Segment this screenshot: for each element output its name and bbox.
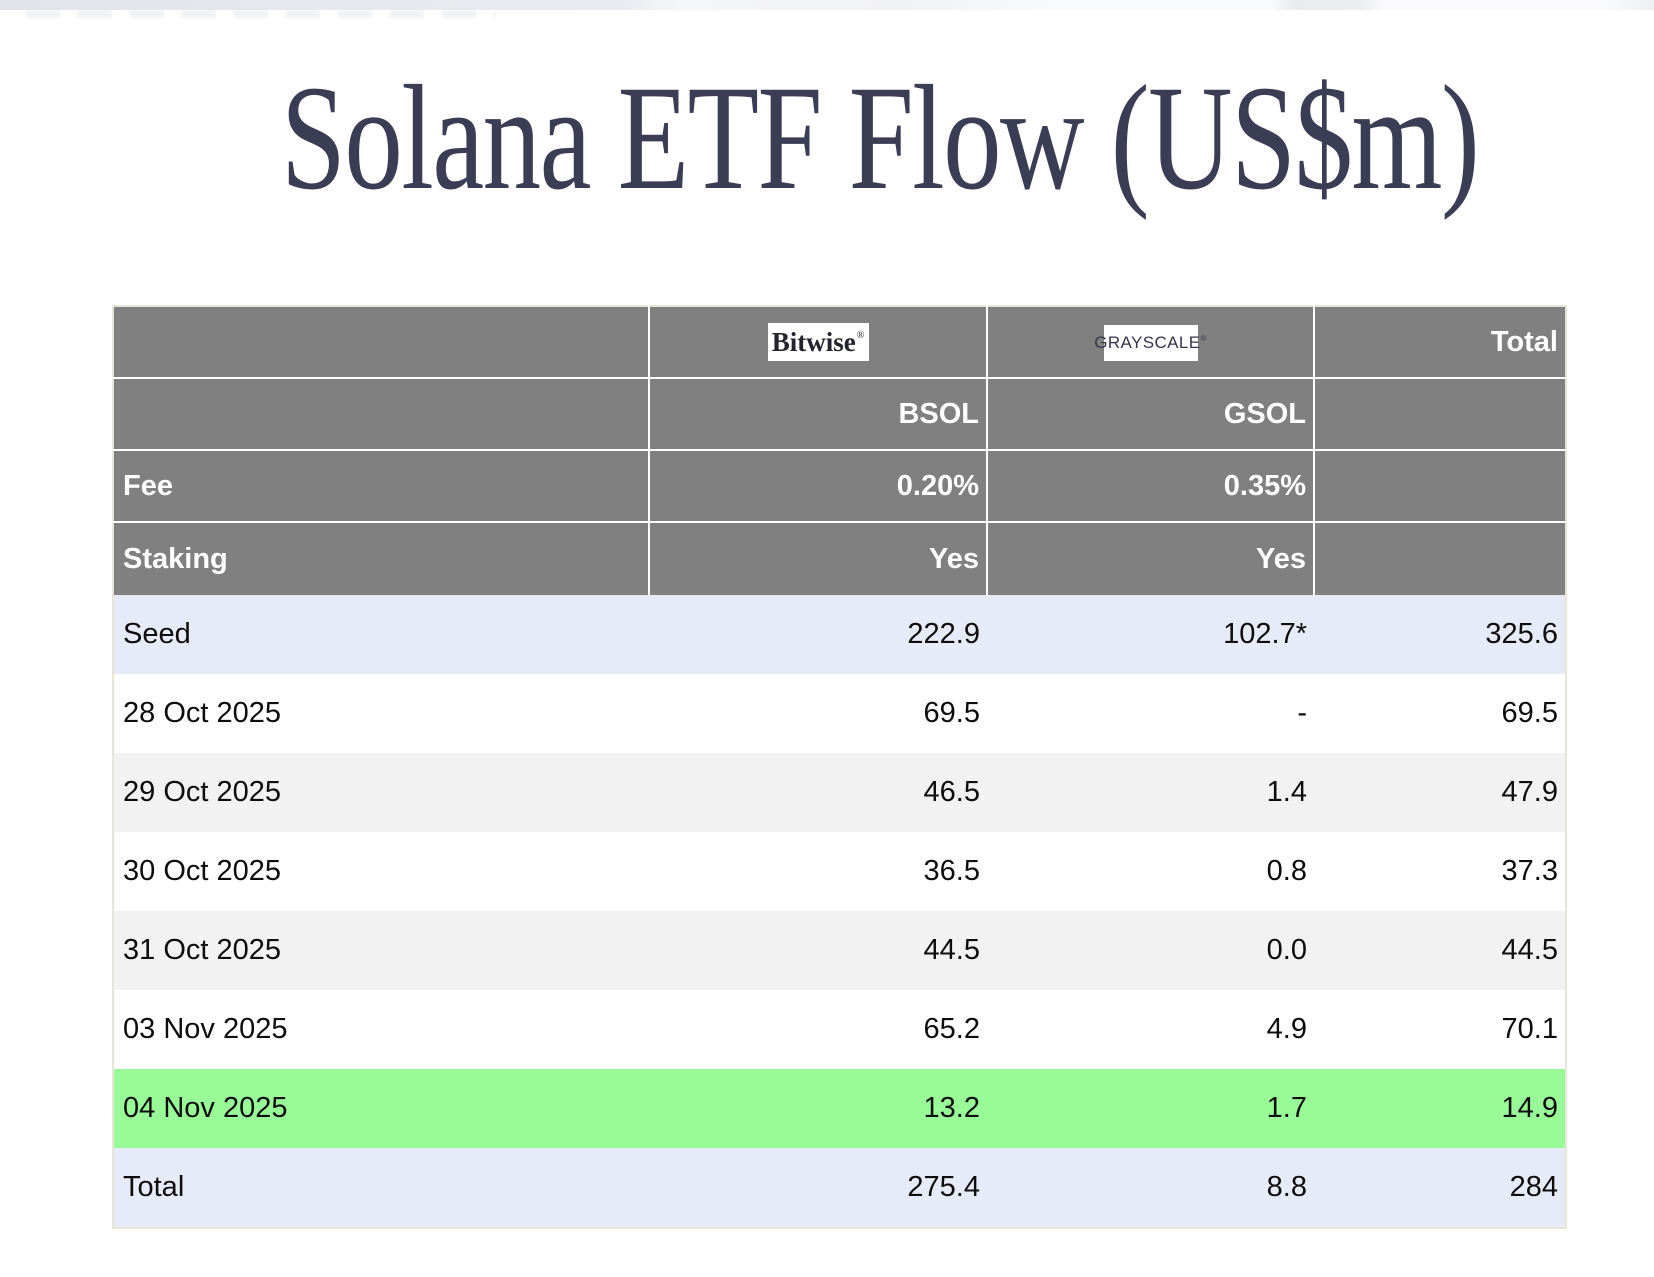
gsol-value: 0.8: [987, 832, 1314, 911]
fee-total-cell: [1314, 450, 1566, 523]
total-value: 44.5: [1314, 911, 1566, 990]
page-title-text: Solana ETF Flow (US$m): [280, 55, 1480, 221]
row-label: 03 Nov 2025: [113, 990, 649, 1069]
table-row-04-nov-highlighted: 04 Nov 2025 13.2 1.7 14.9: [113, 1069, 1566, 1148]
page-title: Solana ETF Flow (US$m): [112, 50, 1565, 227]
corner-cell: [113, 306, 650, 379]
table-row-total: Total 275.4 8.8 284: [113, 1148, 1566, 1228]
total-value: 284: [1314, 1148, 1566, 1228]
total-value: 47.9: [1314, 753, 1566, 832]
bitwise-registered-mark: ®: [856, 330, 865, 341]
grayscale-registered-mark: ®: [1200, 333, 1207, 343]
total-value: 14.9: [1314, 1069, 1566, 1148]
table-row-seed: Seed 222.9 102.7* 325.6: [113, 595, 1566, 674]
bsol-value: 222.9: [649, 595, 987, 674]
table-row-29-oct: 29 Oct 2025 46.5 1.4 47.9: [113, 753, 1566, 832]
staking-label-cell: Staking: [113, 522, 650, 595]
etf-flow-table: Bitwise ® GRAYSCALE ® Total BSOL GSOL Fee …: [112, 305, 1567, 1229]
staking-total-cell: [1314, 522, 1566, 595]
total-value: 37.3: [1314, 832, 1566, 911]
row-label: Total: [113, 1148, 649, 1228]
grayscale-header-cell: GRAYSCALE ®: [987, 306, 1315, 379]
table-row-31-oct: 31 Oct 2025 44.5 0.0 44.5: [113, 911, 1566, 990]
row-label: 29 Oct 2025: [113, 753, 649, 832]
row-label: 31 Oct 2025: [113, 911, 649, 990]
gsol-value: 8.8: [987, 1148, 1314, 1228]
row-label: 30 Oct 2025: [113, 832, 649, 911]
gsol-value: 1.7: [987, 1069, 1314, 1148]
gsol-value: 0.0: [987, 911, 1314, 990]
ticker-total-cell: [1314, 378, 1566, 451]
browser-bar-remnant: [0, 0, 1654, 10]
gsol-value: 102.7*: [987, 595, 1314, 674]
bitwise-logo: Bitwise ®: [767, 323, 869, 361]
table-row-03-nov: 03 Nov 2025 65.2 4.9 70.1: [113, 990, 1566, 1069]
table-row-28-oct: 28 Oct 2025 69.5 - 69.5: [113, 674, 1566, 753]
bsol-value: 65.2: [649, 990, 987, 1069]
total-value: 325.6: [1314, 595, 1566, 674]
gsol-value: 1.4: [987, 753, 1314, 832]
total-column-header: Total: [1314, 306, 1566, 379]
gsol-value: 4.9: [987, 990, 1314, 1069]
total-value: 70.1: [1314, 990, 1566, 1069]
bsol-value: 44.5: [649, 911, 987, 990]
gsol-value: -: [987, 674, 1314, 753]
bsol-value: 36.5: [649, 832, 987, 911]
row-label: Seed: [113, 595, 649, 674]
bsol-value: 275.4: [649, 1148, 987, 1228]
table-row-issuers: Bitwise ® GRAYSCALE ® Total: [113, 306, 1566, 379]
bitwise-logo-text: Bitwise: [771, 326, 856, 357]
row-label: 04 Nov 2025: [113, 1069, 649, 1148]
ticker-label-cell: [113, 378, 650, 451]
grayscale-logo-text: GRAYSCALE: [1094, 333, 1201, 353]
table-row-tickers: BSOL GSOL: [113, 378, 1566, 451]
table-row-staking: Staking Yes Yes: [113, 522, 1566, 595]
row-label: 28 Oct 2025: [113, 674, 649, 753]
bsol-ticker-cell: BSOL: [649, 378, 988, 451]
bsol-value: 13.2: [649, 1069, 987, 1148]
bsol-value: 69.5: [649, 674, 987, 753]
total-value: 69.5: [1314, 674, 1566, 753]
gsol-ticker-cell: GSOL: [987, 378, 1315, 451]
table-row-30-oct: 30 Oct 2025 36.5 0.8 37.3: [113, 832, 1566, 911]
bitwise-header-cell: Bitwise ®: [649, 306, 988, 379]
bsol-value: 46.5: [649, 753, 987, 832]
staking-bsol-cell: Yes: [649, 522, 988, 595]
table-row-fee: Fee 0.20% 0.35%: [113, 450, 1566, 523]
ghost-text-remnant: [26, 10, 496, 18]
staking-gsol-cell: Yes: [987, 522, 1315, 595]
fee-label-cell: Fee: [113, 450, 650, 523]
fee-gsol-cell: 0.35%: [987, 450, 1315, 523]
fee-bsol-cell: 0.20%: [649, 450, 988, 523]
grayscale-logo: GRAYSCALE ®: [1094, 324, 1206, 361]
